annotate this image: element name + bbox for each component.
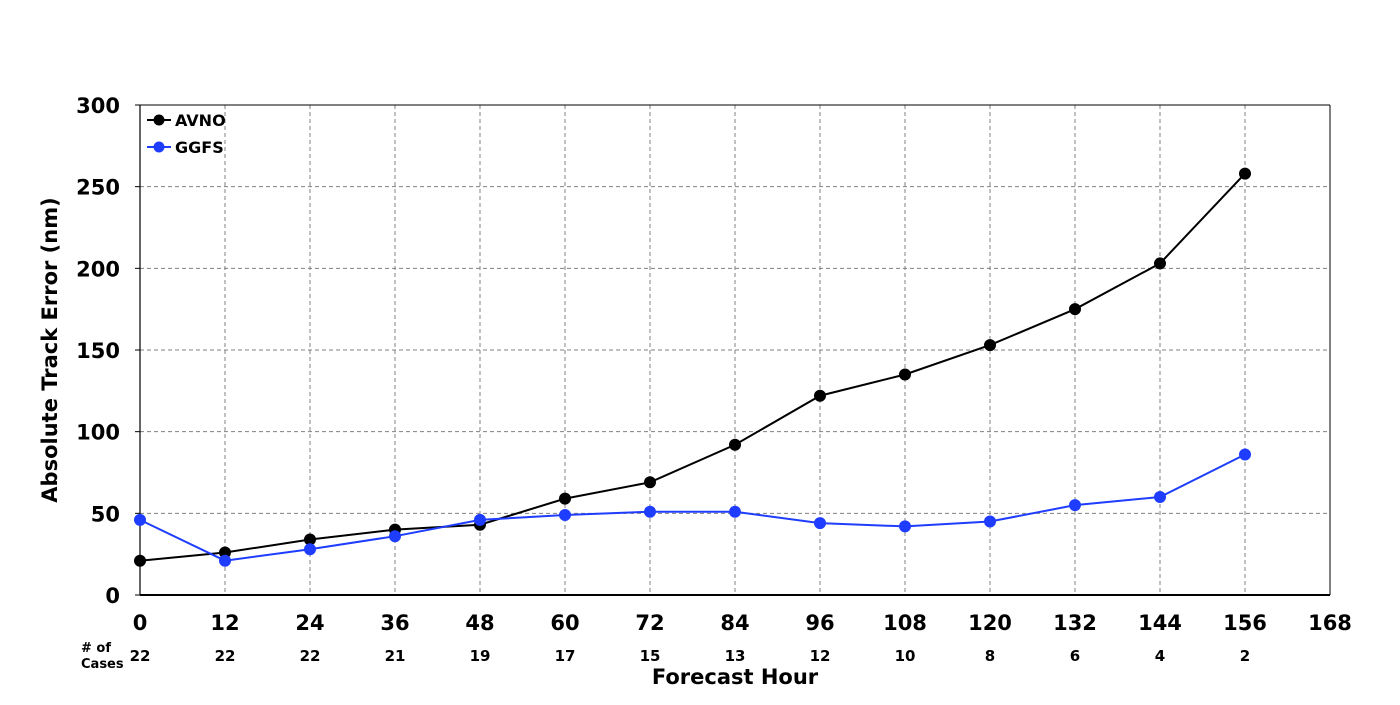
case-count-label: 4: [1155, 647, 1165, 665]
y-tick-label: 100: [76, 421, 120, 445]
case-count-label: 21: [385, 647, 406, 665]
data-point-avno: [1069, 303, 1081, 316]
data-point-ggfs: [304, 543, 316, 556]
data-point-avno: [1239, 167, 1251, 180]
legend-marker-avno: [153, 114, 165, 126]
legend-label-ggfs: GGFS: [175, 138, 224, 157]
cases-header-label: # of: [81, 641, 111, 656]
data-point-ggfs: [984, 515, 996, 528]
data-point-ggfs: [729, 505, 741, 518]
x-tick-label: 144: [1138, 611, 1182, 635]
case-count-label: 10: [895, 647, 916, 665]
legend-marker-ggfs: [153, 141, 165, 153]
legend-label-avno: AVNO: [175, 111, 226, 130]
x-tick-label: 0: [133, 611, 148, 635]
data-point-ggfs: [1069, 499, 1081, 512]
x-tick-label: 120: [968, 611, 1012, 635]
case-count-label: 8: [985, 647, 995, 665]
data-point-ggfs: [899, 520, 911, 533]
data-point-ggfs: [559, 508, 571, 521]
case-count-label: 13: [725, 647, 746, 665]
case-count-label: 22: [130, 647, 151, 665]
y-tick-label: 0: [105, 584, 120, 608]
y-tick-label: 150: [76, 339, 120, 363]
x-tick-label: 24: [295, 611, 324, 635]
grid-layer: [140, 104, 1330, 595]
data-point-ggfs: [1239, 448, 1251, 461]
case-count-label: 2: [1240, 647, 1250, 665]
data-point-avno: [644, 476, 656, 489]
case-count-label: 19: [470, 647, 491, 665]
data-point-avno: [729, 438, 741, 451]
data-point-avno: [984, 339, 996, 352]
data-point-ggfs: [644, 505, 656, 518]
x-tick-label: 84: [720, 611, 749, 635]
x-tick-label: 48: [465, 611, 494, 635]
case-count-label: 6: [1070, 647, 1080, 665]
x-tick-label: 60: [550, 611, 579, 635]
data-point-ggfs: [814, 517, 826, 530]
series-line-avno: [139, 172, 1246, 562]
series-line-ggfs: [139, 453, 1246, 562]
data-point-ggfs: [1154, 491, 1166, 503]
data-point-avno: [814, 389, 826, 402]
x-tick-label: 72: [635, 611, 664, 635]
y-tick-label: 250: [76, 176, 120, 200]
x-tick-label: 168: [1308, 611, 1352, 635]
data-point-ggfs: [389, 530, 401, 543]
legend: AVNO GGFS: [147, 111, 226, 157]
y-axis-title: Absolute Track Error (nm): [38, 197, 62, 502]
x-tick-label: 132: [1053, 611, 1097, 635]
y-tick-label: 200: [76, 257, 120, 281]
cases-header-label: Cases: [81, 657, 124, 672]
case-count-label: 22: [215, 647, 236, 665]
axes-layer: [135, 104, 1331, 596]
data-point-avno: [899, 368, 911, 381]
x-tick-label: 12: [210, 611, 239, 635]
x-tick-label: 108: [883, 611, 927, 635]
y-tick-label: 300: [76, 94, 120, 118]
series-layer: [134, 167, 1251, 567]
y-tick-label: 50: [91, 502, 120, 526]
case-count-label: 17: [555, 647, 576, 665]
data-point-ggfs: [219, 554, 231, 567]
x-tick-label: 156: [1223, 611, 1267, 635]
data-point-avno: [134, 554, 146, 567]
case-count-label: 15: [640, 647, 661, 665]
data-point-ggfs: [134, 513, 146, 526]
x-tick-label: 96: [805, 611, 834, 635]
data-point-ggfs: [474, 513, 486, 526]
case-count-label: 22: [300, 647, 321, 665]
data-point-avno: [559, 492, 571, 505]
x-tick-label: 36: [380, 611, 409, 635]
data-point-avno: [1154, 257, 1166, 270]
case-count-label: 12: [810, 647, 831, 665]
x-axis-title: Forecast Hour: [652, 665, 819, 689]
